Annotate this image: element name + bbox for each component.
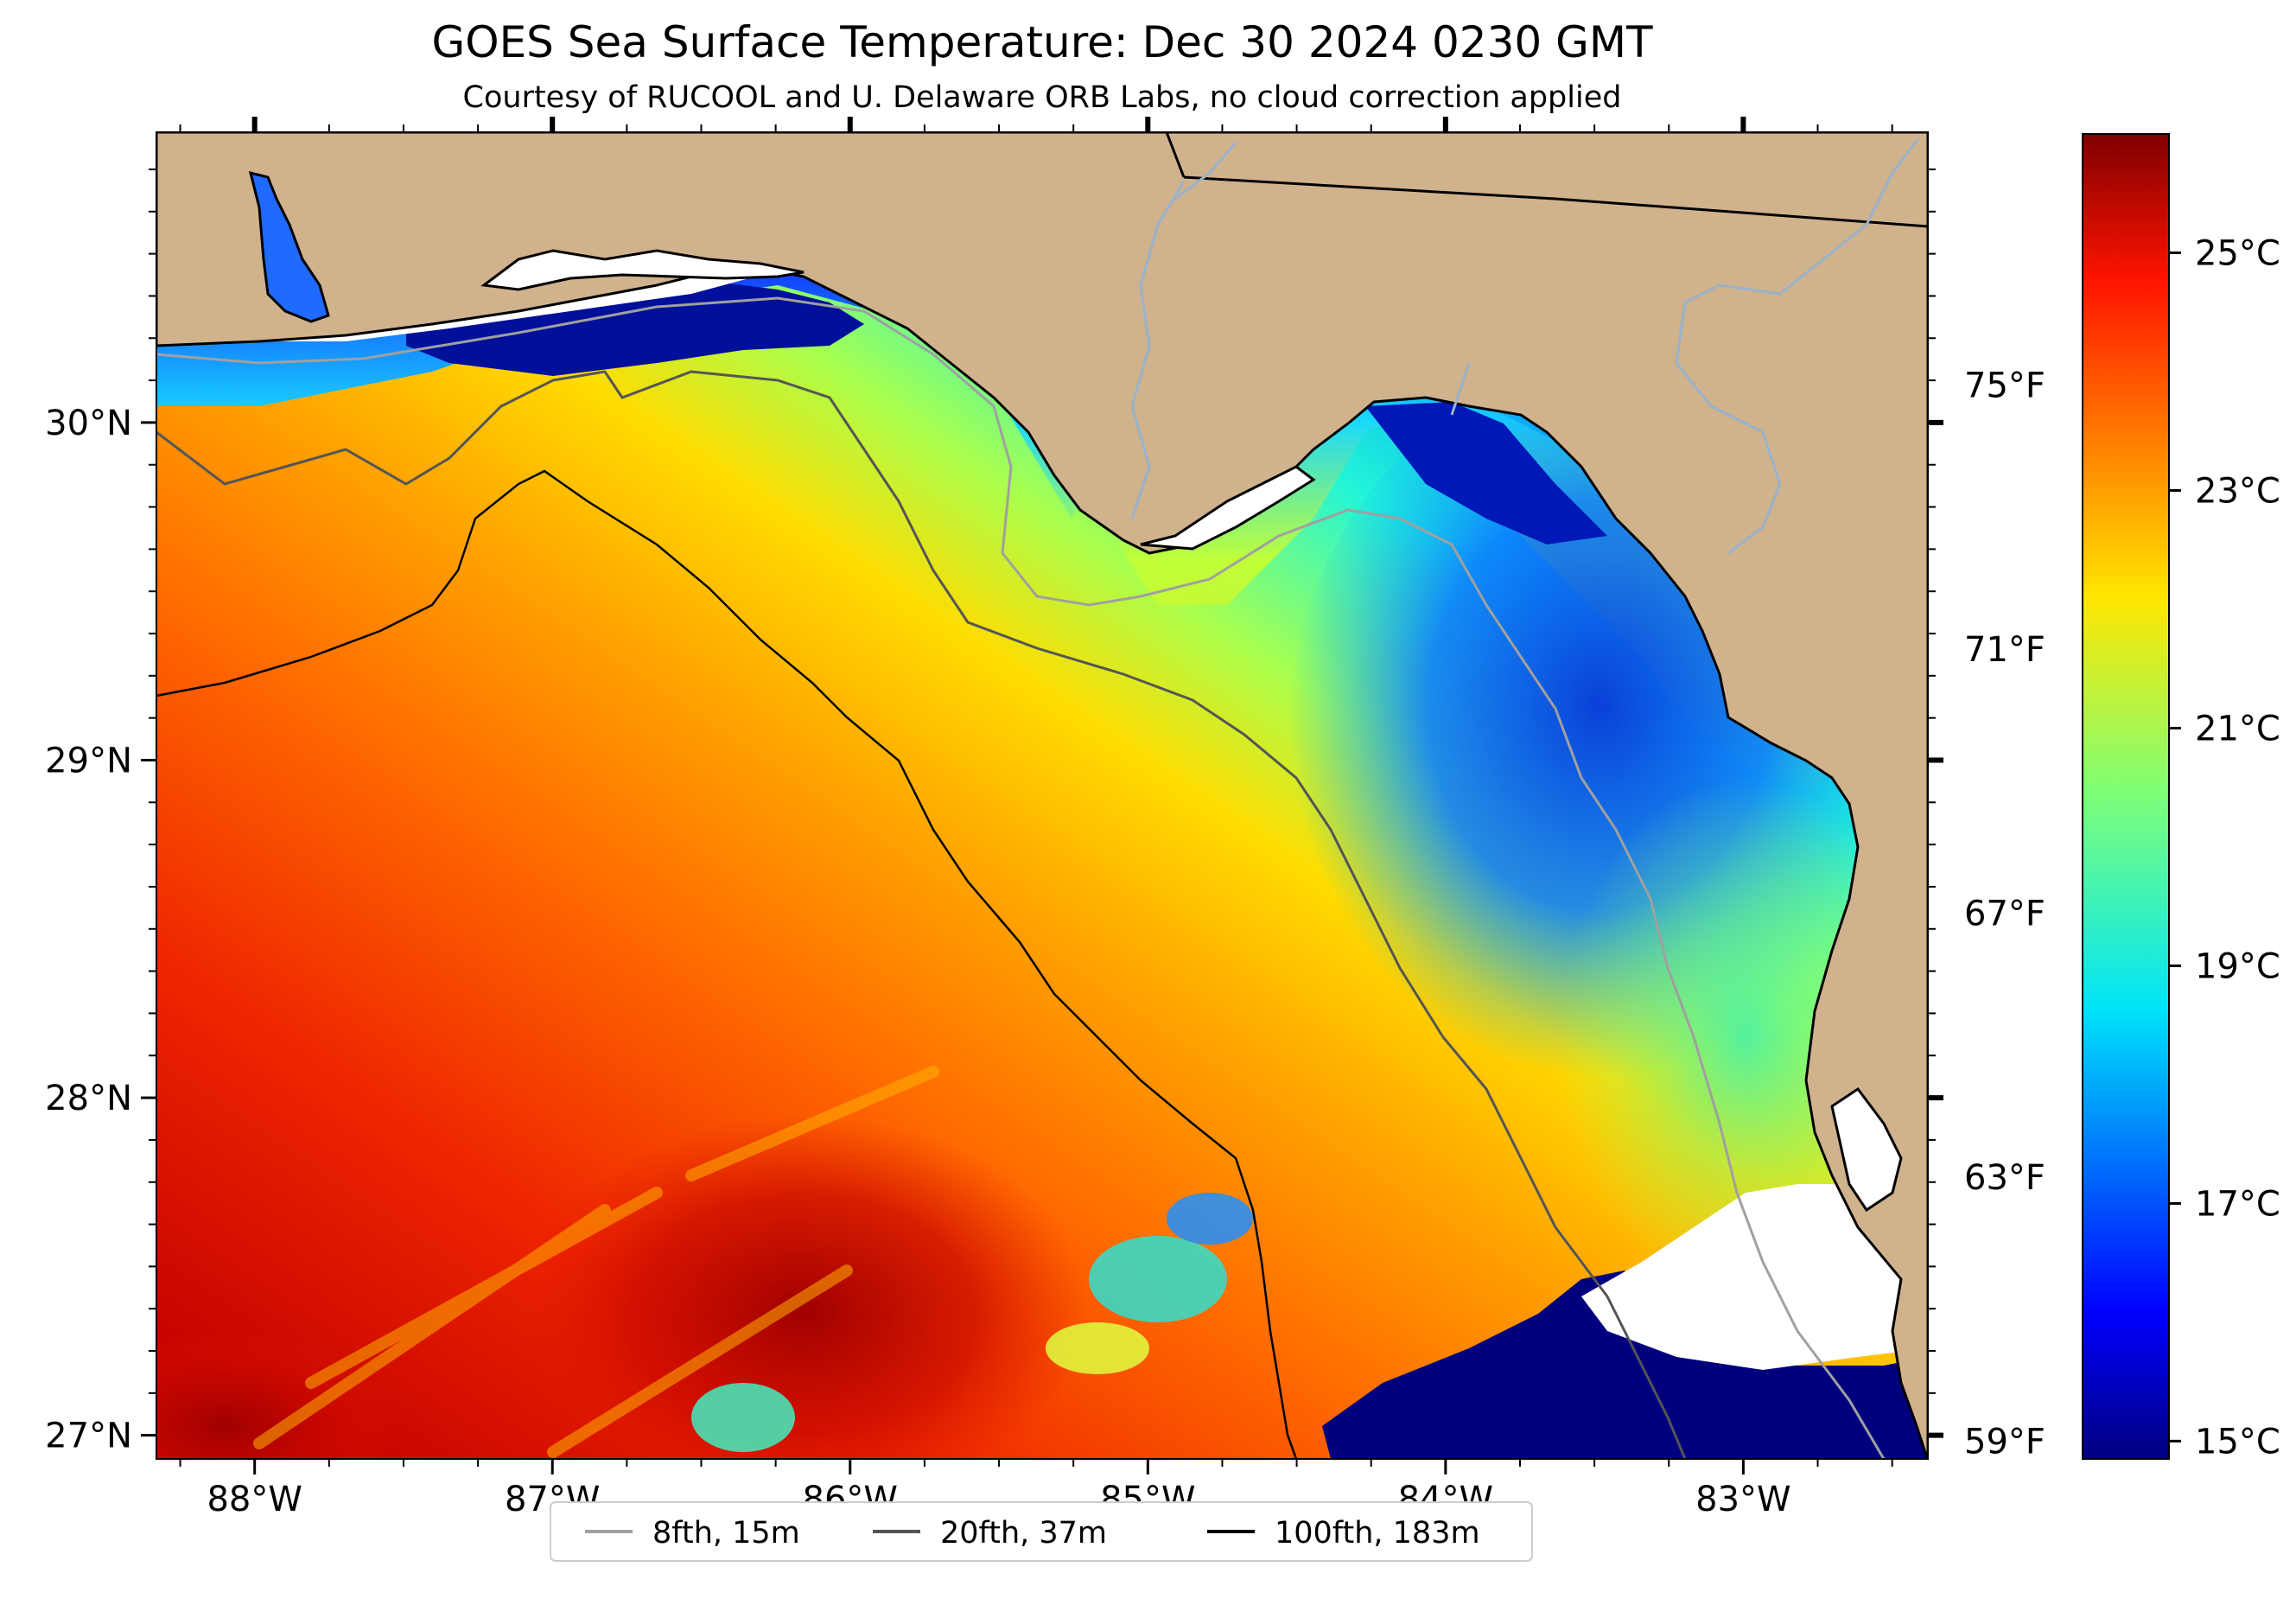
- y-tick-label: 30°N: [45, 404, 132, 443]
- legend-box: [550, 1501, 1533, 1562]
- celsius-tick-label: 23°C: [2195, 471, 2280, 511]
- isobath-100fth: [156, 469, 1298, 1459]
- y-tick-label: 27°N: [45, 1417, 132, 1456]
- celsius-tick-label: 15°C: [2195, 1422, 2280, 1462]
- fahrenheit-tick-label: 75°F: [1964, 366, 2045, 405]
- y-axis: 30°N 29°N 28°N 27°N: [45, 168, 1943, 1456]
- celsius-tick-label: 17°C: [2195, 1184, 2280, 1224]
- bay-tampa: [1830, 1086, 1903, 1213]
- legend-label: 8fth, 15m: [652, 1516, 800, 1551]
- streaks: [253, 1066, 939, 1458]
- colorbar-celsius-axis: 25°C 23°C 21°C 19°C 17°C 15°C: [2169, 233, 2280, 1462]
- colorbar: [2082, 133, 2170, 1460]
- x-tick-label: 83°W: [1695, 1480, 1790, 1519]
- rivers: [1130, 137, 1920, 555]
- fahrenheit-tick-label: 59°F: [1964, 1422, 2045, 1462]
- fahrenheit-tick-label: 71°F: [1964, 630, 2045, 670]
- chart-subtitle: Courtesy of RUCOOL and U. Delaware ORB L…: [463, 80, 1622, 115]
- state-border-west: [1165, 132, 1186, 178]
- legend-label: 20fth, 37m: [940, 1516, 1107, 1551]
- colorbar-fahrenheit-axis: 75°F 71°F 67°F 63°F 59°F: [1964, 366, 2045, 1462]
- sst-map: [156, 132, 1928, 1459]
- chart-title: GOES Sea Surface Temperature: Dec 30 202…: [431, 17, 1653, 67]
- celsius-tick-label: 21°C: [2195, 709, 2280, 748]
- isobath-20fth: [156, 370, 1687, 1459]
- map-frame: [156, 131, 1929, 1460]
- cool-patches: [691, 1193, 1253, 1452]
- fahrenheit-tick-label: 67°F: [1964, 894, 2045, 933]
- celsius-tick-label: 19°C: [2195, 946, 2280, 986]
- y-tick-label: 29°N: [45, 741, 132, 780]
- isobath-8fth: [156, 296, 1886, 1459]
- legend: 8fth, 15m 20fth, 37m 100fth, 183m: [550, 1501, 1533, 1562]
- bay-mobile: [248, 170, 330, 323]
- no-data-area: [1581, 1184, 1928, 1370]
- warm-core: [518, 1115, 1089, 1459]
- fahrenheit-tick-label: 63°F: [1964, 1158, 2045, 1198]
- y-tick-label: 28°N: [45, 1079, 132, 1118]
- celsius-tick-label: 25°C: [2195, 233, 2280, 273]
- cold-patch-se: [1322, 1271, 1928, 1459]
- bay-apalachicola: [1140, 465, 1316, 551]
- state-border: [1183, 175, 1928, 228]
- legend-label: 100fth, 183m: [1275, 1516, 1480, 1551]
- x-tick-label: 88°W: [207, 1480, 302, 1519]
- bay-pensacola: [480, 249, 805, 291]
- cold-patch-ne: [1365, 402, 1607, 545]
